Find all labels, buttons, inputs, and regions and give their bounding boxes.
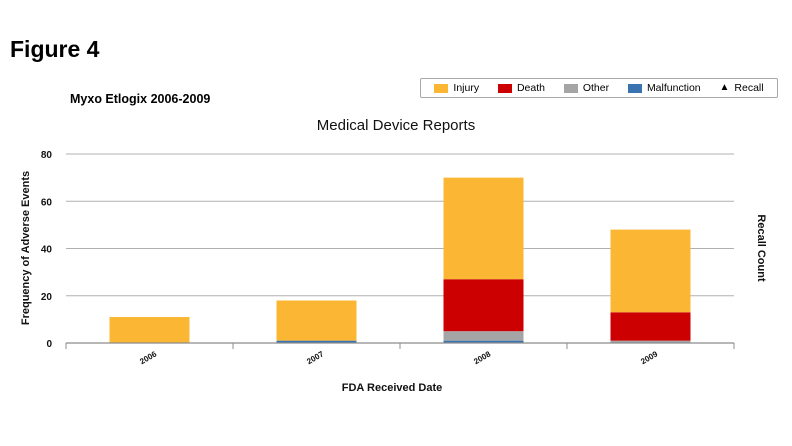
legend-item-other: Other: [563, 82, 610, 94]
chart-title: Medical Device Reports: [317, 117, 475, 134]
chart-bars: [109, 177, 691, 343]
legend-label-other: Other: [582, 82, 610, 94]
bar-injury-2009: [610, 229, 691, 313]
bar-other-2009: [610, 340, 691, 343]
y-tick-label: 0: [46, 339, 52, 350]
bar-death-2009: [610, 312, 691, 341]
bar-injury-2007: [276, 300, 357, 341]
x-tick-label: 2009: [639, 349, 659, 366]
chart-axes: [65, 342, 735, 349]
y-tick-label: 80: [41, 150, 53, 161]
bar-death-2008: [443, 279, 524, 332]
x-tick-label: 2007: [305, 349, 325, 366]
bar-malfunction-2008: [443, 340, 524, 343]
y-tick-label: 20: [41, 292, 53, 303]
x-tick-label: 2006: [138, 349, 158, 366]
bar-other-2008: [443, 331, 524, 341]
figure-title: Figure 4: [10, 36, 100, 62]
bar-malfunction-2007: [276, 340, 357, 343]
x-axis-label: FDA Received Date: [342, 382, 442, 394]
x-tick-label: 2008: [472, 349, 492, 366]
legend-item-recall: ▲ Recall: [719, 82, 763, 94]
legend-item-injury: Injury: [434, 82, 479, 94]
legend-label-injury: Injury: [453, 82, 480, 94]
legend-swatch-death: [497, 83, 512, 93]
y-tick-labels: 0 20 40 60 80: [41, 150, 53, 350]
y-tick-label: 40: [41, 245, 53, 256]
y-axis-label: Frequency of Adverse Events: [20, 171, 32, 325]
chart-legend: Injury Death Other Malfunction ▲ Recall: [420, 78, 778, 98]
chart-subtitle: Myxo Etlogix 2006-2009: [70, 92, 211, 106]
y2-axis-label: Recall Count: [755, 214, 767, 282]
bar-injury-2006: [109, 317, 190, 343]
x-tick-labels: 2006 2007 2008 2009: [138, 349, 659, 366]
triangle-icon: ▲: [719, 82, 730, 93]
legend-swatch-malfunction: [627, 83, 642, 93]
legend-swatch-injury: [434, 83, 449, 93]
legend-swatch-other: [563, 83, 578, 93]
legend-item-malfunction: Malfunction: [627, 82, 701, 94]
legend-label-malfunction: Malfunction: [646, 82, 701, 94]
bar-injury-2008: [443, 177, 524, 280]
legend-item-death: Death: [497, 82, 545, 94]
legend-label-recall: Recall: [734, 82, 764, 94]
legend-label-death: Death: [516, 82, 545, 94]
y-tick-label: 60: [41, 197, 53, 208]
